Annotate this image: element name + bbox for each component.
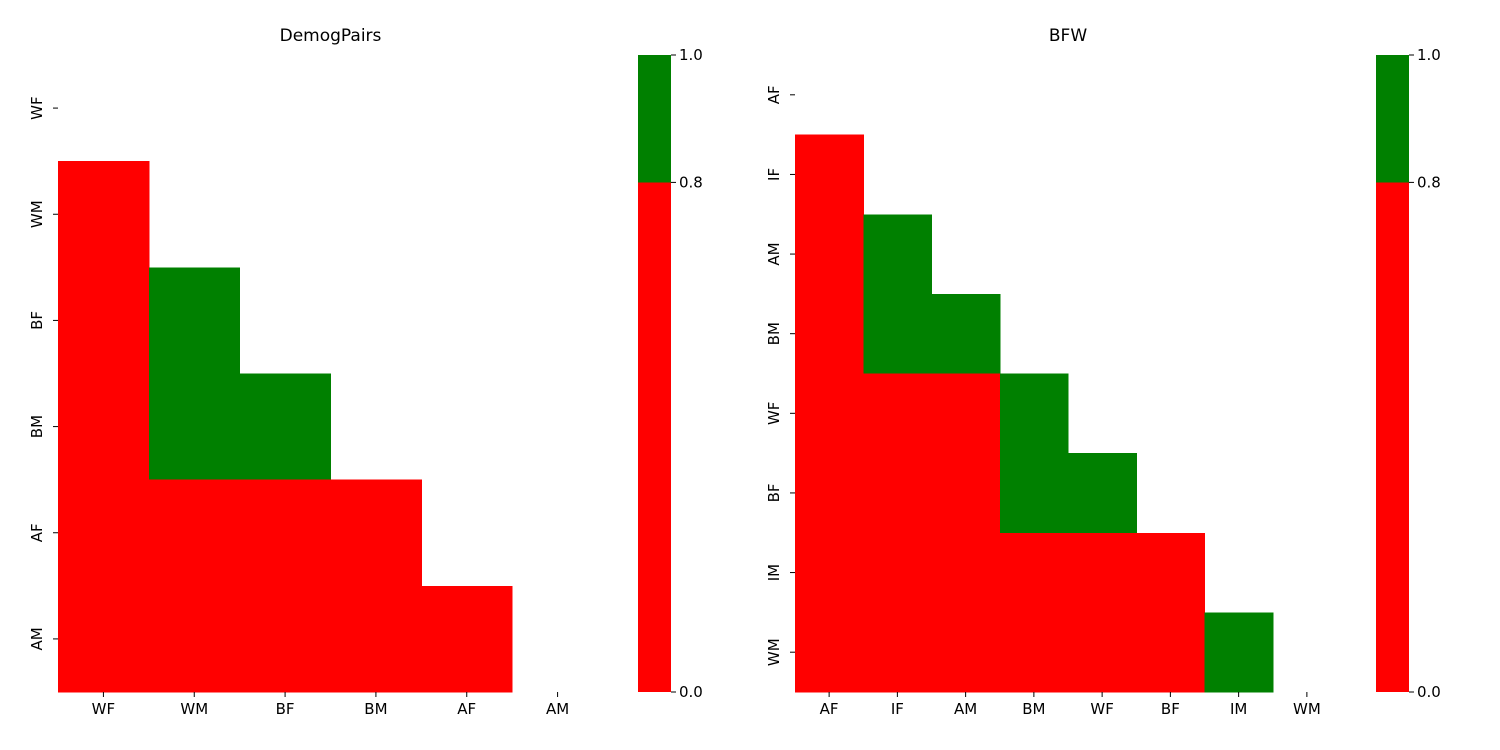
x-tick-label: WF bbox=[92, 700, 115, 718]
heatmap-cell bbox=[330, 585, 422, 693]
colorbar-tick-label: 1.0 bbox=[1417, 46, 1441, 64]
heatmap-cell bbox=[148, 373, 241, 481]
x-tick-label: AM bbox=[546, 700, 569, 718]
x-tick-label: IF bbox=[891, 700, 904, 718]
heatmap-cell bbox=[863, 453, 932, 534]
heatmap-cell bbox=[795, 214, 864, 295]
y-tick-label: IF bbox=[765, 168, 783, 181]
heatmap-cell bbox=[999, 612, 1069, 693]
heatmap-cell bbox=[58, 373, 150, 481]
x-tick-label: BM bbox=[1022, 700, 1045, 718]
heatmap-cell bbox=[148, 267, 241, 374]
colorbar-band bbox=[638, 55, 671, 183]
colorbar-band bbox=[1376, 55, 1409, 183]
colorbar-tick-label: 0.0 bbox=[1417, 683, 1441, 701]
chart-title: DemogPairs bbox=[280, 26, 382, 46]
x-tick-label: AF bbox=[457, 700, 476, 718]
heatmap-cell bbox=[999, 373, 1069, 454]
x-tick-label: IM bbox=[1230, 700, 1247, 718]
heatmap-cell bbox=[1136, 612, 1205, 693]
x-tick-label: WM bbox=[180, 700, 208, 718]
heatmap-cell bbox=[58, 161, 150, 268]
colorbar-band bbox=[638, 182, 671, 692]
y-tick-label: WM bbox=[28, 200, 46, 228]
y-tick-label: WM bbox=[765, 638, 783, 666]
heatmap-cell bbox=[795, 453, 864, 534]
y-tick-label: AM bbox=[28, 627, 46, 650]
x-tick-label: BF bbox=[1161, 700, 1180, 718]
x-tick-label: BF bbox=[276, 700, 295, 718]
chart-title: BFW bbox=[1049, 26, 1087, 46]
heatmap-cell bbox=[148, 585, 241, 693]
heatmap-cell bbox=[58, 479, 150, 587]
y-tick-label: IM bbox=[765, 564, 783, 581]
y-tick-label: WF bbox=[765, 402, 783, 425]
heatmap-cell bbox=[239, 479, 331, 587]
colorbar: 0.0 0.8 1.0 bbox=[638, 46, 703, 701]
heatmap-cell bbox=[795, 293, 864, 374]
y-tick-label: BM bbox=[28, 415, 46, 438]
colorbar-band bbox=[1376, 182, 1409, 692]
heatmap-cell bbox=[863, 532, 932, 613]
heatmap-cell bbox=[931, 373, 1001, 454]
colorbar-tick-label: 0.8 bbox=[679, 173, 703, 191]
heatmap-cell bbox=[1068, 532, 1137, 613]
heatmap-cell bbox=[931, 453, 1001, 534]
x-tick-label: AF bbox=[820, 700, 839, 718]
y-tick-label: BF bbox=[28, 311, 46, 330]
heatmap-cell bbox=[148, 479, 241, 587]
heatmap-cell bbox=[1204, 612, 1274, 693]
y-tick-label: BF bbox=[765, 483, 783, 502]
heatmap-cell bbox=[1136, 532, 1205, 613]
heatmap-panel: DemogPairs WF WM BF BM AF AM WF WM BF BM AF AM 0.0 0.8… bbox=[28, 26, 703, 718]
heatmap-cell bbox=[58, 267, 150, 374]
colorbar-tick-label: 0.0 bbox=[679, 683, 703, 701]
heatmap-cell bbox=[931, 532, 1001, 613]
colorbar: 0.0 0.8 1.0 bbox=[1376, 46, 1441, 701]
y-tick-label: AM bbox=[765, 242, 783, 265]
heatmap-cell bbox=[421, 585, 513, 693]
heatmap-cell bbox=[1068, 612, 1137, 693]
heatmap-cell bbox=[795, 612, 864, 693]
heatmap-cell bbox=[795, 373, 864, 454]
heatmap-cell bbox=[1068, 453, 1137, 534]
heatmap-cell bbox=[239, 373, 331, 481]
heatmap-cell bbox=[931, 293, 1001, 374]
heatmap-cell bbox=[795, 134, 864, 215]
x-tick-label: BM bbox=[364, 700, 387, 718]
heatmap-cell bbox=[863, 612, 932, 693]
colorbar-tick-label: 1.0 bbox=[679, 46, 703, 64]
heatmap-cell bbox=[999, 532, 1069, 613]
y-tick-label: WF bbox=[28, 96, 46, 119]
heatmap-cell bbox=[330, 479, 422, 587]
x-tick-label: WF bbox=[1090, 700, 1113, 718]
heatmap-cell bbox=[931, 612, 1001, 693]
heatmap-cell bbox=[795, 532, 864, 613]
heatmap-cell bbox=[863, 373, 932, 454]
heatmap-cell bbox=[999, 453, 1069, 534]
y-tick-label: AF bbox=[765, 85, 783, 104]
y-tick-label: BM bbox=[765, 322, 783, 345]
heatmap-cell bbox=[863, 214, 932, 295]
x-tick-label: WM bbox=[1293, 700, 1321, 718]
colorbar-tick-label: 0.8 bbox=[1417, 173, 1441, 191]
heatmap-cell bbox=[58, 585, 150, 693]
heatmap-cell bbox=[239, 585, 331, 693]
heatmap-cell bbox=[863, 293, 932, 374]
x-tick-label: AM bbox=[954, 700, 977, 718]
y-tick-label: AF bbox=[28, 523, 46, 542]
